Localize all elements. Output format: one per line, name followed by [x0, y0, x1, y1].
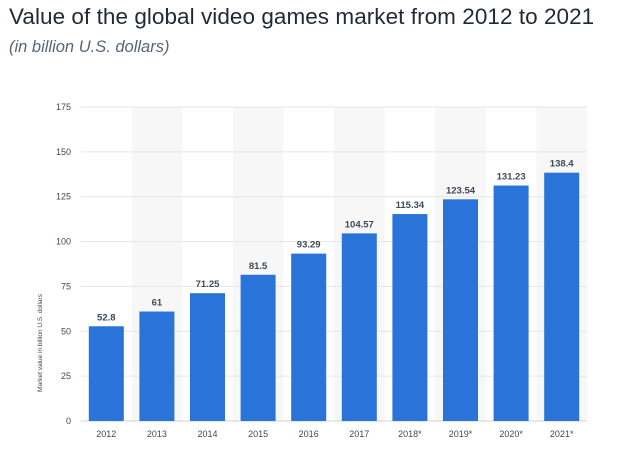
y-tick-label: 175 — [56, 102, 71, 112]
x-tick-label: 2016 — [299, 429, 319, 439]
bar — [443, 199, 478, 421]
chart-subtitle: (in billion U.S. dollars) — [9, 38, 170, 56]
data-label: 131.23 — [497, 172, 526, 183]
bars — [88, 172, 580, 421]
data-label: 115.34 — [396, 200, 425, 211]
bar — [291, 253, 327, 421]
x-tick-label: 2018* — [398, 429, 422, 439]
data-label: 52.8 — [97, 312, 116, 323]
x-axis-ticks: 2012 2013 2014 2015 2016 2017 2018* 2019* 2020* 2… — [96, 429, 574, 439]
y-tick-label: 75 — [61, 281, 71, 291]
bar — [544, 172, 580, 421]
data-label: 81.5 — [249, 261, 268, 272]
data-labels: 52.8 61 71.25 81.5 93.29 104.57 115.34 123.54 13… — [97, 159, 574, 324]
bar — [190, 293, 225, 421]
y-tick-label: 150 — [56, 147, 71, 157]
bar — [88, 326, 124, 421]
data-label: 138.4 — [550, 159, 574, 170]
data-label: 123.54 — [446, 185, 476, 196]
x-tick-label: 2019* — [449, 429, 473, 439]
x-tick-label: 2014 — [197, 429, 217, 439]
x-tick-label: 2013 — [147, 429, 167, 439]
bar — [139, 311, 175, 421]
x-tick-label: 2021* — [550, 429, 574, 439]
x-tick-label: 2012 — [96, 429, 116, 439]
x-tick-label: 2017 — [349, 429, 369, 439]
bar — [493, 185, 529, 421]
data-label: 104.57 — [345, 219, 374, 230]
bar — [240, 274, 276, 421]
y-axis-label: Market value in billion U.S. dollars — [37, 293, 44, 392]
data-label: 71.25 — [196, 279, 220, 290]
data-label: 61 — [152, 298, 163, 309]
x-tick-label: 2015 — [248, 429, 268, 439]
chart-title: Value of the global video games market f… — [9, 4, 595, 29]
y-tick-label: 100 — [56, 237, 71, 247]
bar-chart: 52.8 61 71.25 81.5 93.29 104.57 115.34 123.54 13… — [37, 102, 587, 439]
x-tick-label: 2020* — [499, 429, 523, 439]
data-label: 93.29 — [297, 240, 321, 251]
y-tick-label: 0 — [66, 416, 71, 426]
y-tick-label: 125 — [56, 192, 71, 202]
y-axis-ticks: 0 25 50 75 100 125 150 175 — [56, 102, 71, 426]
y-tick-label: 25 — [61, 371, 71, 381]
bar — [392, 214, 428, 421]
bar — [341, 233, 377, 421]
chart-area: 52.8 61 71.25 81.5 93.29 104.57 115.34 123.54 13… — [0, 78, 626, 454]
y-tick-label: 50 — [61, 326, 71, 336]
